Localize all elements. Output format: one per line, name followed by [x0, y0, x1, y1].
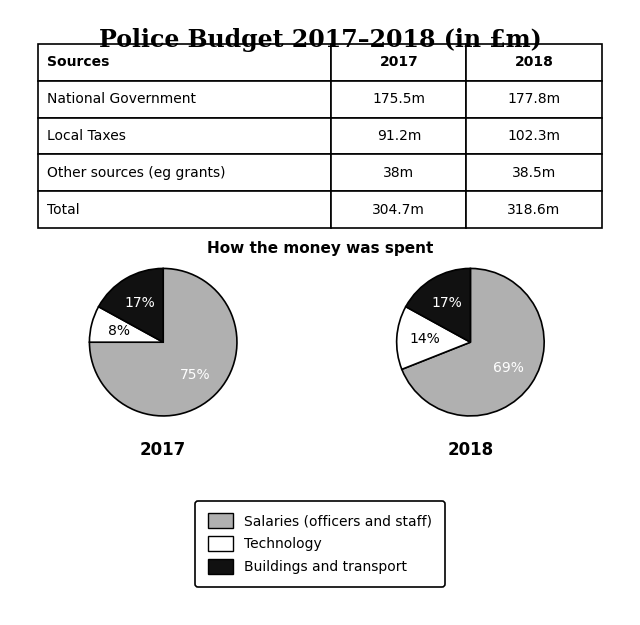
- Wedge shape: [402, 269, 544, 416]
- Bar: [467, 154, 602, 191]
- Text: 17%: 17%: [432, 296, 463, 310]
- Text: Local Taxes: Local Taxes: [47, 129, 125, 143]
- Wedge shape: [90, 307, 163, 342]
- Text: 2017: 2017: [380, 55, 418, 69]
- Text: 17%: 17%: [125, 296, 156, 310]
- Wedge shape: [90, 269, 237, 416]
- Bar: [38, 154, 332, 191]
- Wedge shape: [99, 269, 163, 342]
- Text: 8%: 8%: [108, 324, 130, 338]
- Bar: [467, 44, 602, 81]
- Bar: [332, 191, 467, 228]
- Bar: [332, 118, 467, 154]
- Text: 175.5m: 175.5m: [372, 92, 426, 106]
- Text: 2017: 2017: [140, 441, 186, 459]
- Text: 318.6m: 318.6m: [508, 202, 561, 217]
- Wedge shape: [406, 269, 470, 342]
- Bar: [467, 118, 602, 154]
- Bar: [332, 154, 467, 191]
- Wedge shape: [397, 307, 470, 369]
- Text: 38.5m: 38.5m: [512, 166, 556, 180]
- Text: 69%: 69%: [493, 361, 524, 375]
- Text: 38m: 38m: [383, 166, 415, 180]
- Text: National Government: National Government: [47, 92, 196, 106]
- Bar: [332, 81, 467, 118]
- Legend: Salaries (officers and staff), Technology, Buildings and transport: Salaries (officers and staff), Technolog…: [195, 501, 445, 587]
- Bar: [38, 81, 332, 118]
- Bar: [38, 118, 332, 154]
- Text: Other sources (eg grants): Other sources (eg grants): [47, 166, 225, 180]
- Text: 2018: 2018: [515, 55, 554, 69]
- Text: 177.8m: 177.8m: [508, 92, 561, 106]
- Bar: [467, 191, 602, 228]
- Bar: [38, 191, 332, 228]
- Text: 102.3m: 102.3m: [508, 129, 561, 143]
- Text: Police Budget 2017–2018 (in £m): Police Budget 2017–2018 (in £m): [99, 28, 541, 52]
- Text: 14%: 14%: [410, 332, 440, 346]
- Text: 75%: 75%: [180, 368, 211, 381]
- Bar: [38, 44, 332, 81]
- Text: 91.2m: 91.2m: [377, 129, 421, 143]
- Bar: [467, 81, 602, 118]
- Text: 304.7m: 304.7m: [372, 202, 426, 217]
- Text: 2018: 2018: [447, 441, 493, 459]
- Text: How the money was spent: How the money was spent: [207, 241, 433, 256]
- Text: Total: Total: [47, 202, 79, 217]
- Text: Sources: Sources: [47, 55, 109, 69]
- Bar: [332, 44, 467, 81]
